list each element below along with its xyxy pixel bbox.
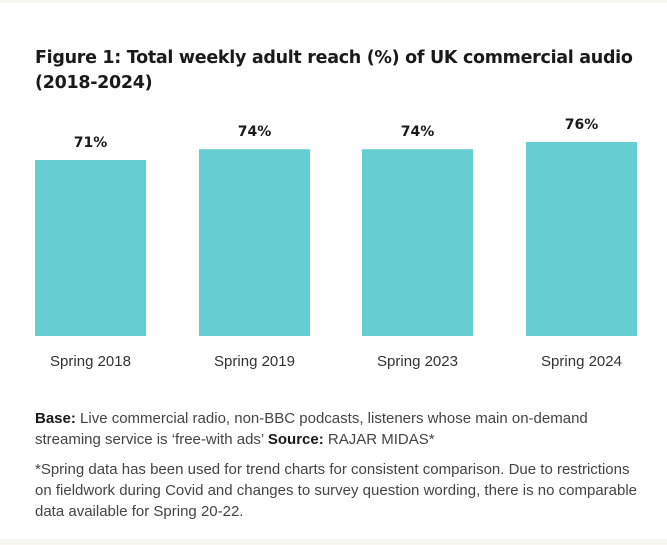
base-text: Live commercial radio, non-BBC podcasts,… bbox=[35, 410, 588, 448]
source-label: Source: bbox=[267, 431, 324, 448]
bar-3 bbox=[526, 142, 637, 336]
bar-0 bbox=[35, 160, 146, 336]
x-tick-label-1: Spring 2019 bbox=[214, 353, 295, 370]
base-label: Base: bbox=[35, 410, 76, 427]
data-label-2: 74% bbox=[401, 124, 435, 140]
bar-chart: 71% Spring 2018 74% Spring 2019 74% Spring 20… bbox=[35, 117, 637, 370]
bar-2 bbox=[362, 149, 473, 336]
bars-group: 71% Spring 2018 74% Spring 2019 74% Spring 20… bbox=[35, 117, 637, 370]
source-text: RAJAR MIDAS* bbox=[323, 431, 435, 448]
base-source-text: Base: Live commercial radio, non-BBC pod… bbox=[35, 408, 635, 450]
x-tick-label-0: Spring 2018 bbox=[50, 353, 131, 370]
x-tick-label-2: Spring 2023 bbox=[377, 353, 458, 370]
figure-card: Figure 1: Total weekly adult reach (%) o… bbox=[0, 3, 667, 539]
data-label-3: 76% bbox=[565, 117, 599, 133]
bar-1 bbox=[199, 149, 310, 336]
data-label-0: 71% bbox=[74, 135, 108, 151]
chart-title: Figure 1: Total weekly adult reach (%) o… bbox=[35, 48, 633, 93]
x-tick-label-3: Spring 2024 bbox=[541, 353, 622, 370]
footnote: *Spring data has been used for trend cha… bbox=[35, 461, 638, 520]
data-label-1: 74% bbox=[238, 124, 272, 140]
